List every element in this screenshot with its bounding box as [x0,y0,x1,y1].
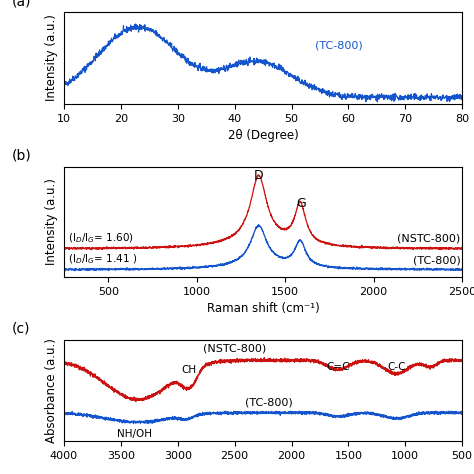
Y-axis label: Absorbance (a.u.): Absorbance (a.u.) [46,338,58,443]
Text: (I$_D$/I$_G$= 1.41 ): (I$_D$/I$_G$= 1.41 ) [67,253,137,266]
X-axis label: Raman shift (cm⁻¹): Raman shift (cm⁻¹) [207,302,319,315]
Y-axis label: Intensity (a.u.): Intensity (a.u.) [46,178,58,265]
Text: NH/OH: NH/OH [117,429,152,439]
Text: D: D [254,169,264,182]
Text: G: G [296,198,306,210]
Text: (TC-800): (TC-800) [315,41,363,51]
Text: (b): (b) [12,148,32,162]
Text: C-C: C-C [387,362,405,372]
Text: CH: CH [182,365,197,375]
Text: (NSTC-800): (NSTC-800) [203,344,266,354]
Text: (NSTC-800): (NSTC-800) [397,233,460,243]
Text: (TC-800): (TC-800) [245,397,292,407]
Text: (TC-800): (TC-800) [413,256,460,266]
Text: C=C: C=C [327,362,350,372]
Text: (I$_D$/I$_G$= 1.60): (I$_D$/I$_G$= 1.60) [67,231,133,245]
Text: (a): (a) [12,0,32,8]
X-axis label: 2θ (Degree): 2θ (Degree) [228,129,299,142]
Text: (c): (c) [12,321,31,336]
Y-axis label: Intensity (a.u.): Intensity (a.u.) [46,14,58,101]
